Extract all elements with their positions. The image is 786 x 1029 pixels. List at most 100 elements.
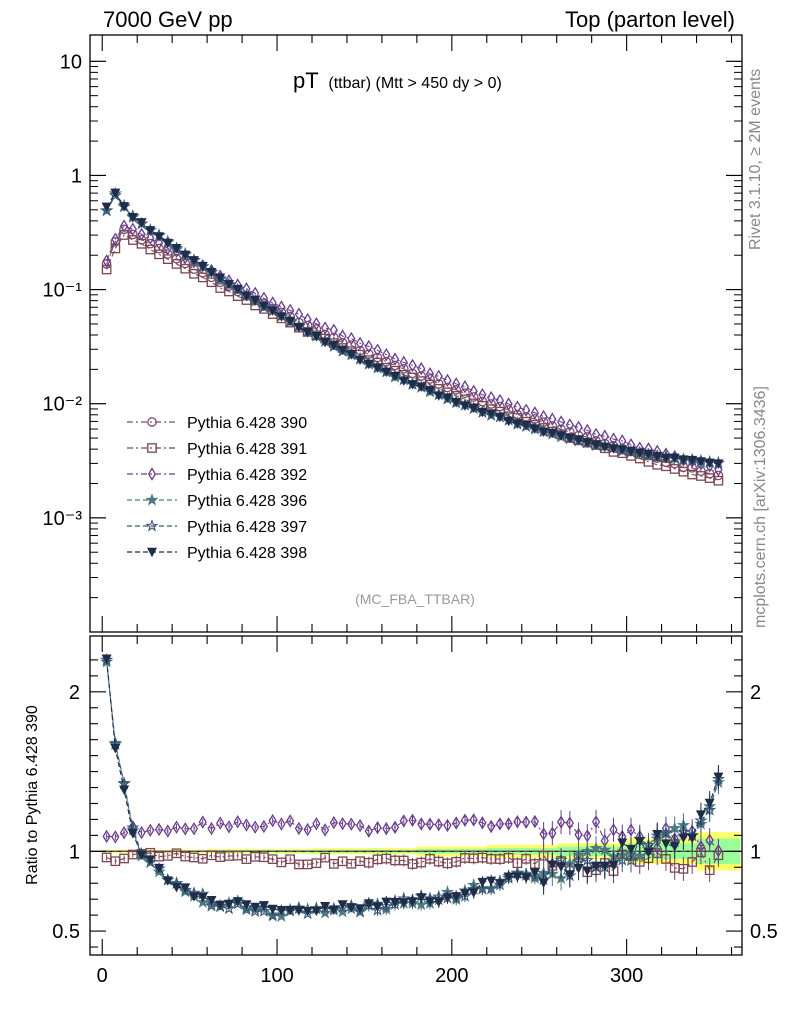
ratio-point — [443, 818, 452, 833]
ratio-point — [669, 842, 680, 852]
upper-frame — [89, 34, 743, 633]
ratio-point — [529, 868, 540, 878]
plot-title: pT (ttbar) (Mtt > 450 dy > 0) — [293, 68, 502, 93]
upper-point — [556, 431, 567, 441]
ratio-point — [538, 850, 549, 861]
ratio-point — [311, 858, 322, 869]
ratio-point — [250, 902, 261, 913]
upper-series-layer — [100, 186, 725, 486]
upper-point — [285, 316, 296, 327]
ratio-point — [302, 906, 313, 917]
upper-point — [678, 455, 689, 465]
upper-point — [390, 352, 400, 366]
legend-entry: Pythia 6.428 397 — [127, 519, 307, 536]
legend-marker — [147, 417, 157, 427]
upper-point — [302, 328, 313, 338]
ratio-point — [259, 819, 269, 834]
upper-point — [197, 261, 208, 272]
upper-point — [469, 384, 478, 398]
ratio-point — [320, 902, 331, 912]
upper-point — [625, 447, 637, 457]
ratio-frame — [89, 635, 743, 956]
ratio-point — [539, 827, 548, 841]
ratio-point — [530, 814, 539, 829]
ratio-point — [425, 817, 435, 831]
upper-point — [329, 323, 338, 337]
legend-entry: Pythia 6.428 396 — [127, 493, 307, 510]
ratio-point — [364, 824, 373, 838]
ratio-point — [599, 861, 610, 872]
ratio-point — [204, 898, 219, 912]
ratio-point — [154, 863, 165, 874]
ratio-point — [119, 825, 129, 840]
ratio-point — [390, 820, 400, 835]
ratio-series-397 — [100, 653, 725, 922]
ratio-point — [589, 841, 603, 854]
legend-entry: Pythia 6.428 398 — [127, 545, 307, 562]
upper-point — [276, 312, 287, 322]
upper-point — [188, 256, 200, 266]
upper-point — [460, 380, 470, 394]
upper-point — [320, 321, 330, 335]
plot-title-main: pT — [293, 68, 318, 93]
ratio-point — [242, 818, 251, 832]
ratio-point — [495, 817, 505, 831]
ratio-point — [320, 823, 330, 837]
upper-point — [556, 415, 566, 429]
upper-point — [119, 219, 129, 233]
ratio-point — [347, 817, 356, 831]
upper-point — [347, 331, 356, 346]
ratio-point — [222, 901, 236, 915]
legend-label: Pythia 6.428 391 — [187, 441, 307, 458]
ratio-point — [171, 882, 182, 893]
upper-point — [591, 440, 602, 450]
upper-point — [389, 371, 401, 382]
upper-point — [320, 337, 331, 348]
ratio-point — [257, 904, 271, 917]
upper-ytick-label: 10⁻³ — [43, 508, 83, 530]
upper-point — [487, 390, 496, 405]
upper-point — [433, 391, 444, 401]
ratio-point — [233, 815, 242, 829]
upper-point — [652, 452, 663, 462]
upper-point — [154, 232, 165, 242]
legend-label: Pythia 6.428 397 — [187, 519, 307, 536]
ratio-point — [285, 905, 296, 916]
ratio-point — [251, 820, 260, 834]
ratio-point — [110, 743, 121, 754]
ratio-point — [414, 897, 428, 911]
ratio-ytick-label: 2 — [69, 682, 80, 704]
upper-point — [530, 406, 539, 420]
ratio-point — [146, 823, 155, 837]
upper-point — [695, 457, 706, 467]
ratio-point — [408, 813, 417, 827]
upper-point — [451, 397, 462, 408]
ratio-point — [181, 822, 190, 836]
upper-point — [522, 403, 531, 417]
ratio-point — [538, 878, 549, 889]
upper-point — [232, 284, 243, 295]
ratio-point — [695, 810, 706, 820]
ratio-point — [389, 898, 401, 908]
ratio-point — [608, 861, 619, 871]
legend-label: Pythia 6.428 390 — [187, 415, 307, 432]
upper-point — [267, 306, 278, 316]
ratio-point — [363, 899, 374, 909]
ratio-point — [591, 815, 601, 829]
upper-point — [608, 444, 619, 454]
ratio-point — [189, 821, 199, 836]
ratio-point — [372, 902, 383, 912]
upper-point — [102, 254, 111, 268]
upper-point — [399, 355, 408, 370]
legend-marker — [145, 493, 159, 506]
ratio-point — [335, 904, 350, 918]
ratio-point — [713, 772, 724, 783]
ratio-point — [329, 815, 338, 830]
upper-point — [539, 409, 548, 424]
ratio-point — [338, 816, 347, 831]
upper-point — [443, 373, 452, 388]
ratio-point — [512, 872, 523, 882]
ratio-point — [303, 822, 312, 837]
upper-point — [424, 386, 436, 396]
